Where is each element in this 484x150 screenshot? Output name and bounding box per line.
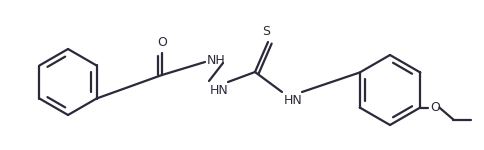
Text: S: S [261,25,270,38]
Text: O: O [157,36,166,49]
Text: HN: HN [210,84,228,97]
Text: NH: NH [207,54,225,68]
Text: O: O [429,101,439,114]
Text: HN: HN [284,94,302,107]
